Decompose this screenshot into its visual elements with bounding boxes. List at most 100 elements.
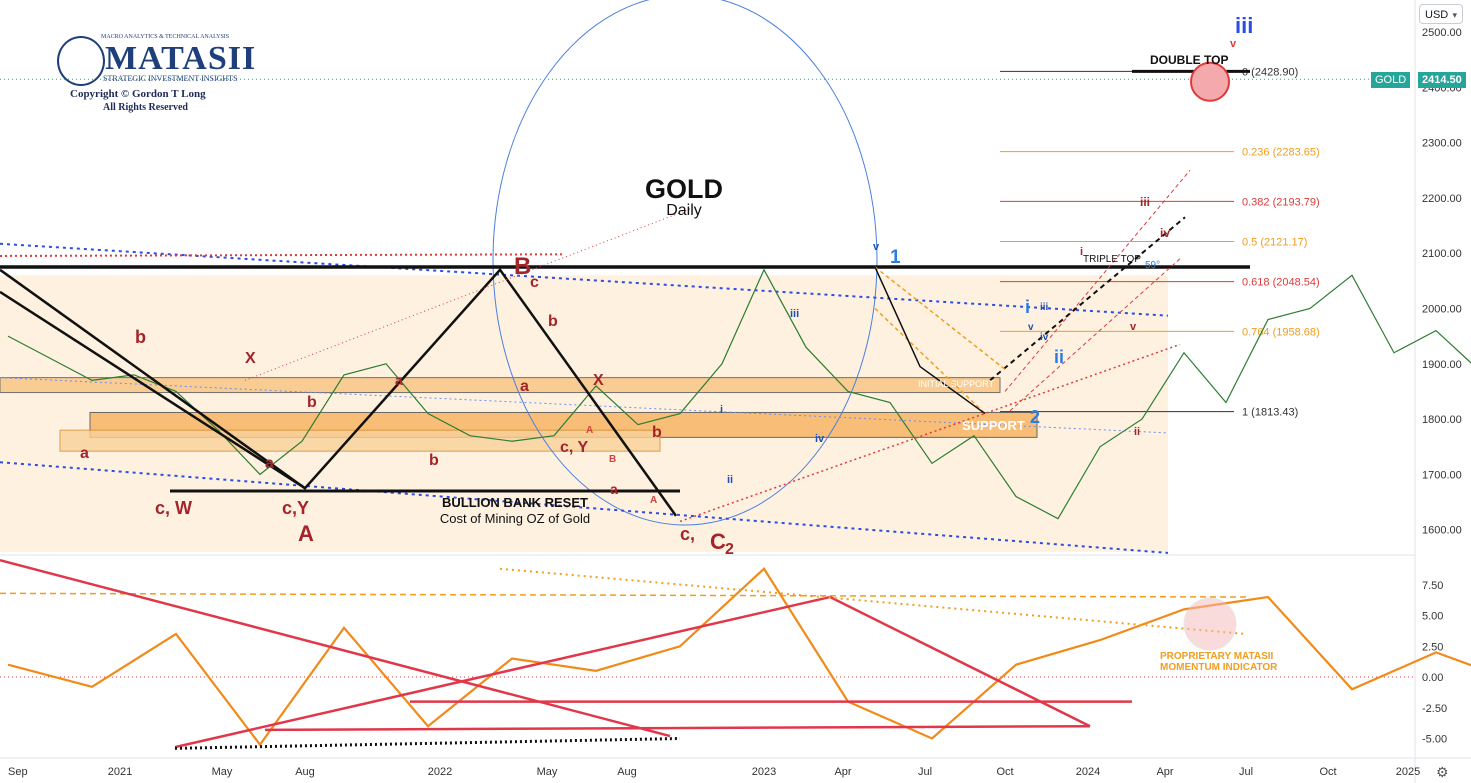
momentum-red-down <box>0 558 671 738</box>
logo-rights: All Rights Reserved <box>103 102 188 113</box>
a-leg-line <box>0 290 306 490</box>
falling-channel-lower <box>874 307 986 415</box>
time-tick-label: Aug <box>617 766 637 778</box>
wave-label: c, Y <box>560 439 589 456</box>
wave-label: B <box>514 253 531 280</box>
support-label: SUPPORT <box>962 418 1025 433</box>
wave-label: iii <box>1140 195 1150 209</box>
momentum-tick-label: 5.00 <box>1422 611 1443 623</box>
wave-label: iv <box>1160 226 1170 240</box>
lower-band <box>59 429 661 452</box>
wave-label: a <box>610 481 618 497</box>
wave-label: ii <box>727 474 733 486</box>
price-tick-label: 2300.00 <box>1422 138 1462 150</box>
wave-label: iii <box>790 308 799 320</box>
wave-label: iii <box>1235 13 1253 38</box>
fib-label: 0 (2428.90) <box>1242 66 1298 78</box>
wave-label: A <box>650 495 657 506</box>
logo-copyright: Copyright © Gordon T Long <box>70 88 206 100</box>
wave-label: a <box>265 455 274 472</box>
falling-wave-line <box>874 266 986 415</box>
wave-label: v <box>1028 322 1034 333</box>
wave-label: A <box>586 425 593 436</box>
red-dotted-top <box>0 253 566 257</box>
wave-label: b <box>135 327 146 347</box>
price-tick-label: 1800.00 <box>1422 414 1462 426</box>
wave-label: iii <box>1040 302 1049 313</box>
wave-label: b <box>652 424 662 441</box>
momentum-red-base <box>264 724 1091 732</box>
momentum-red-up <box>174 595 831 749</box>
wave-label: b <box>548 313 558 330</box>
price-tick-label: 1900.00 <box>1422 359 1462 371</box>
currency-selector[interactable]: USD ▾ <box>1419 4 1463 24</box>
matasii-logo: MACRO ANALYTICS & TECHNICAL ANALYSIS MAT… <box>55 34 255 116</box>
wave-label: c, W <box>155 498 192 518</box>
fib-label: 0.5 (2121.17) <box>1242 236 1307 248</box>
upper-channel-line <box>0 242 1169 317</box>
wave-label: c <box>530 274 539 291</box>
double-top-circle <box>1190 61 1230 102</box>
symbol-tag: GOLD <box>1371 72 1411 88</box>
triple-top-label: TRIPLE TOP <box>1083 254 1141 265</box>
time-tick-label: 2024 <box>1076 766 1100 778</box>
black-dashed-trend <box>989 216 1186 382</box>
wave-label: ii <box>1134 426 1140 438</box>
wave-circle <box>492 0 878 526</box>
wave-label: i <box>720 404 723 416</box>
wave-label: C <box>710 529 726 554</box>
wave-label: i <box>1025 297 1030 317</box>
price-tick-label: 2100.00 <box>1422 248 1462 260</box>
wave-label: i <box>1080 246 1083 258</box>
gear-icon[interactable]: ⚙ <box>1436 764 1449 780</box>
wave-label: ii <box>1054 347 1064 367</box>
price-tick-label: 1700.00 <box>1422 469 1462 481</box>
price-tick-label: 1600.00 <box>1422 525 1462 537</box>
time-tick-label: Jul <box>918 766 932 778</box>
rising-channel-upper <box>1004 169 1191 392</box>
momentum-tick-label: -5.00 <box>1422 734 1447 746</box>
time-tick-label: Oct <box>996 766 1013 778</box>
wave-label: v <box>873 241 880 253</box>
initial-support-label: INITIAL SUPPORT <box>918 379 995 389</box>
wave-label: b <box>307 394 317 411</box>
wave-label: b <box>429 452 439 469</box>
momentum-title-line2: MOMENTUM INDICATOR <box>1160 662 1278 673</box>
time-tick-label: Sep <box>8 766 28 778</box>
chart-title: GOLD <box>645 174 723 204</box>
time-tick-label: Apr <box>1156 766 1173 778</box>
logo-tagline: MACRO ANALYTICS & TECHNICAL ANALYSIS <box>101 34 230 40</box>
time-tick-label: 2023 <box>752 766 776 778</box>
time-tick-label: 2025 <box>1396 766 1420 778</box>
momentum-tick-label: 2.50 <box>1422 641 1443 653</box>
wave-label: a <box>520 378 529 395</box>
red-dotted-support <box>679 343 1181 523</box>
wave-label: c, <box>680 524 695 544</box>
time-tick-label: Apr <box>834 766 851 778</box>
time-tick-label: 2022 <box>428 766 452 778</box>
momentum-tick-label: -2.50 <box>1422 703 1447 715</box>
wave-label: v <box>1130 321 1137 333</box>
wave-label: A <box>298 521 314 546</box>
last-price-tag: 2414.50 <box>1418 72 1466 88</box>
momentum-circle <box>1183 597 1237 651</box>
logo-sub: STRATEGIC INVESTMENT INSIGHTS <box>103 74 238 83</box>
time-tick-label: 2021 <box>108 766 132 778</box>
momentum-black-dotted <box>174 737 681 750</box>
fib-label: 1 (1813.43) <box>1242 407 1298 419</box>
wave-label: a <box>80 445 89 462</box>
wave-label: iv <box>815 433 825 445</box>
time-tick-label: Oct <box>1319 766 1336 778</box>
vitruvian-logo-icon <box>57 36 105 86</box>
momentum-title-line1: PROPRIETARY MATASII <box>1160 651 1274 662</box>
time-tick-label: Aug <box>295 766 315 778</box>
rising-channel-lower <box>1009 258 1181 412</box>
momentum-red-down-2 <box>829 595 1091 728</box>
wave-label: B <box>609 454 616 465</box>
wave-label: 1 <box>890 247 901 268</box>
price-tick-label: 2500.00 <box>1422 27 1462 39</box>
cost-of-mining-label: Cost of Mining OZ of Gold <box>440 511 590 526</box>
wave-label: iv <box>1040 332 1049 343</box>
initial-support-band <box>0 377 1001 394</box>
